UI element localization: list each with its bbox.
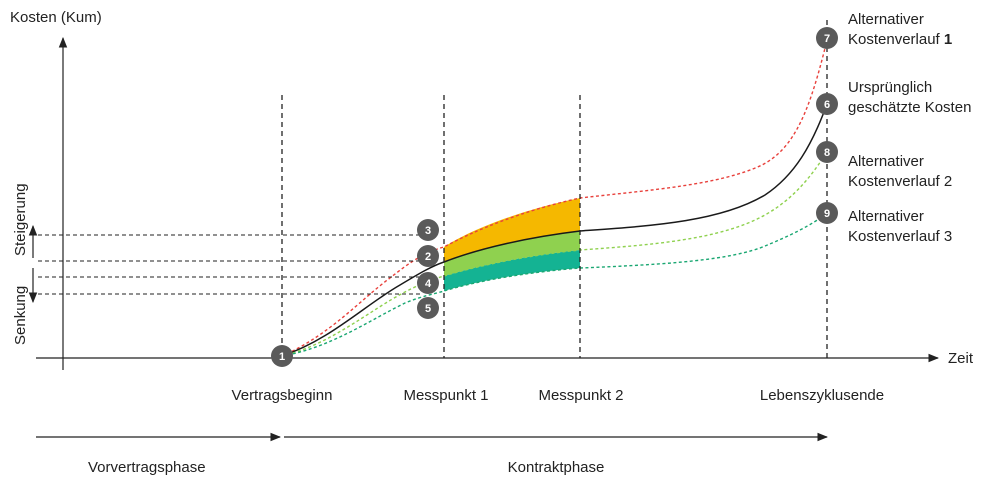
y-axis-label: Kosten (Kum) bbox=[10, 9, 102, 26]
x-axis-label: Zeit bbox=[948, 350, 974, 367]
marker-2: 2 bbox=[417, 245, 439, 267]
curve-original-estimate bbox=[281, 103, 828, 357]
marker-1: 1 bbox=[271, 345, 293, 367]
milestone-label-messpunkt-2: Messpunkt 2 bbox=[538, 387, 623, 404]
milestone-label-lebenszyklusende: Lebenszyklusende bbox=[760, 387, 884, 404]
svg-text:4: 4 bbox=[425, 278, 432, 290]
svg-text:8: 8 bbox=[824, 147, 830, 159]
marker-4: 4 bbox=[417, 272, 439, 294]
svg-text:9: 9 bbox=[824, 208, 830, 220]
svg-text:5: 5 bbox=[425, 303, 431, 315]
curve-label-alternative-1: Alternativer Kostenverlauf 1 bbox=[848, 11, 952, 48]
curve-label-alternative-2: Alternativer Kostenverlauf 2 bbox=[848, 153, 952, 190]
increase-label: Steigerung bbox=[12, 183, 29, 256]
marker-9: 9 bbox=[816, 202, 838, 224]
band-orange bbox=[444, 198, 580, 262]
phase-label-kontrakt: Kontraktphase bbox=[508, 459, 605, 476]
milestone-label-vertragsbeginn: Vertragsbeginn bbox=[232, 387, 333, 404]
svg-text:7: 7 bbox=[824, 33, 830, 45]
curve-alternative-2 bbox=[281, 151, 828, 357]
marker-8: 8 bbox=[816, 141, 838, 163]
svg-text:2: 2 bbox=[425, 251, 431, 263]
svg-text:6: 6 bbox=[824, 99, 830, 111]
svg-text:3: 3 bbox=[425, 225, 431, 237]
marker-7: 7 bbox=[816, 27, 838, 49]
marker-3: 3 bbox=[417, 219, 439, 241]
curve-label-original-estimate: Ursprünglich geschätzte Kosten bbox=[848, 79, 971, 116]
curve-alternative-1 bbox=[281, 39, 828, 357]
band-green bbox=[444, 231, 580, 276]
phase-label-vorvertrag: Vorvertragsphase bbox=[88, 459, 206, 476]
band-teal bbox=[444, 250, 580, 291]
marker-5: 5 bbox=[417, 297, 439, 319]
decrease-label: Senkung bbox=[12, 286, 29, 345]
milestone-label-messpunkt-1: Messpunkt 1 bbox=[403, 387, 488, 404]
svg-text:1: 1 bbox=[279, 351, 285, 363]
marker-6: 6 bbox=[816, 93, 838, 115]
curve-alternative-3 bbox=[281, 212, 828, 357]
curve-label-alternative-3: Alternativer Kostenverlauf 3 bbox=[848, 208, 952, 245]
